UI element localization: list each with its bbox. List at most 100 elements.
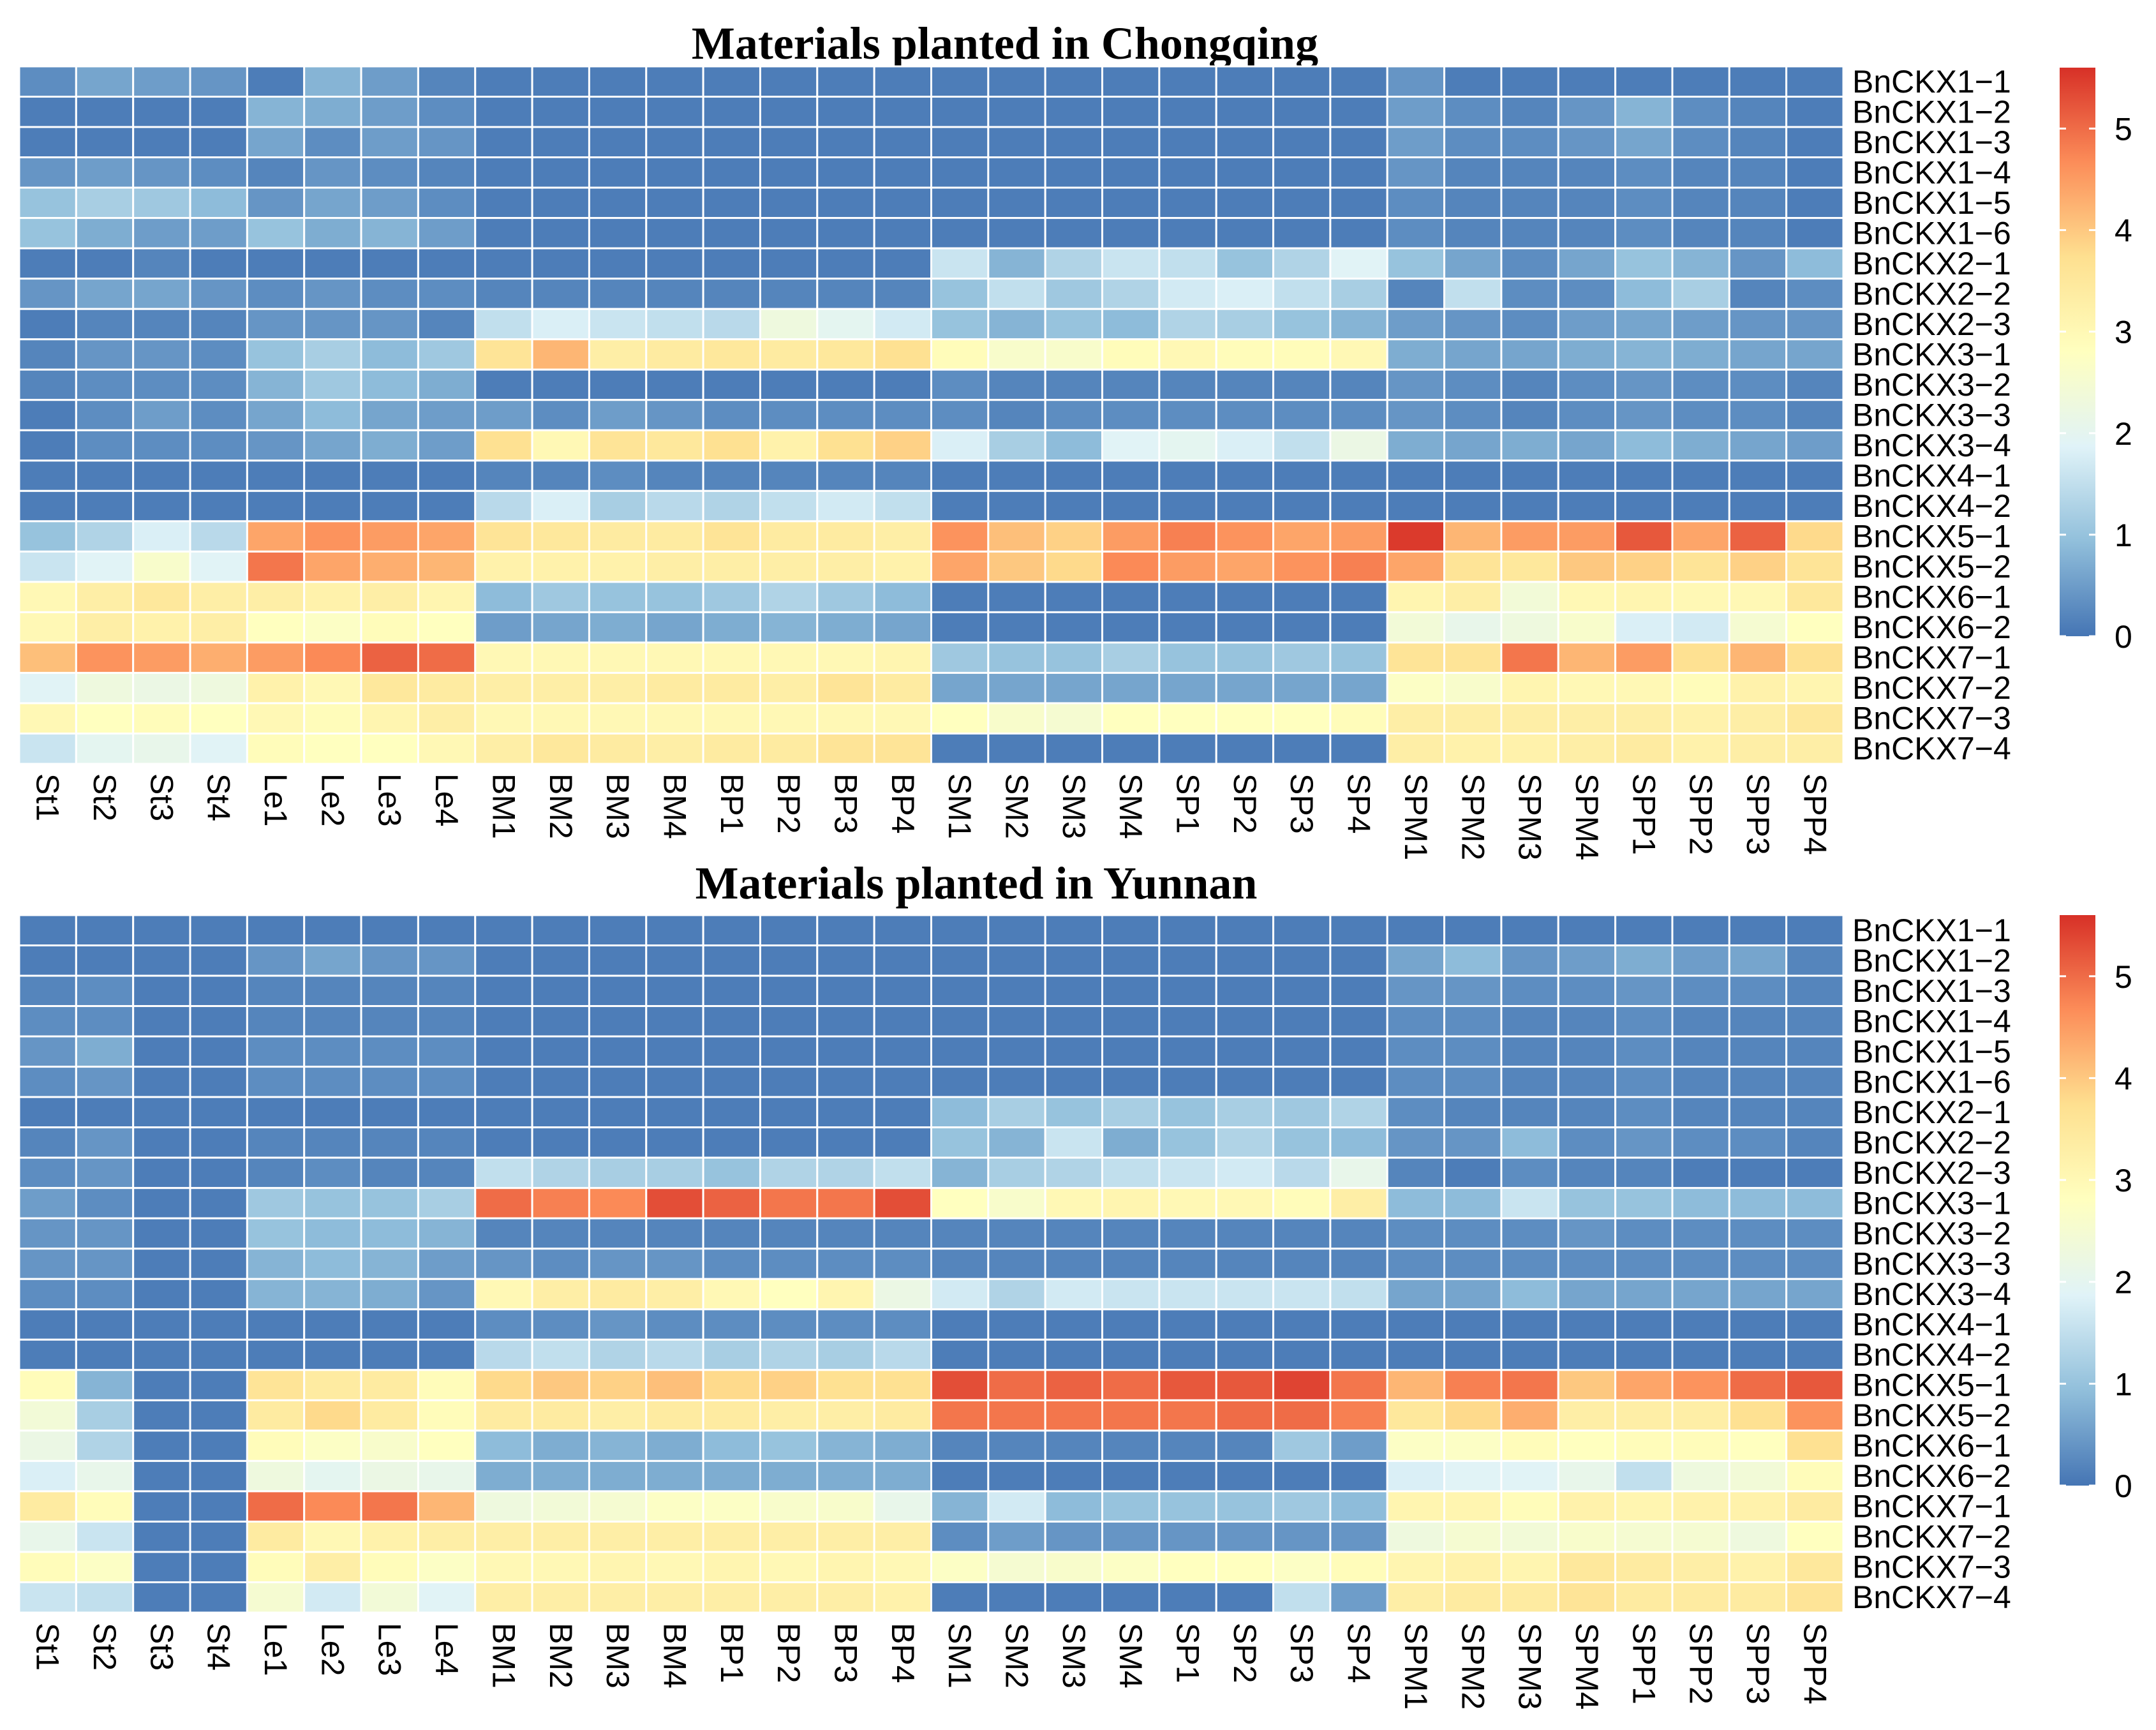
row-label: BnCKX7−1	[1852, 1489, 2011, 1525]
heatmap-cell	[360, 641, 419, 674]
heatmap-cell	[588, 65, 648, 98]
heatmap-cell	[1785, 1490, 1845, 1523]
heatmap-cell	[873, 1399, 932, 1432]
heatmap-cell	[588, 550, 648, 583]
heatmap-cell	[702, 217, 761, 250]
heatmap-cell	[1557, 1551, 1617, 1583]
heatmap-cell	[417, 1217, 477, 1250]
heatmap-cell	[702, 1096, 761, 1129]
legend-tick-label: 1	[2115, 518, 2132, 553]
heatmap-cell	[588, 641, 648, 674]
heatmap-cell	[816, 1308, 875, 1341]
heatmap-cell	[1044, 278, 1104, 310]
heatmap-cell	[1272, 702, 1332, 735]
heatmap-cell	[1215, 1369, 1275, 1401]
heatmap-cell	[474, 1338, 533, 1371]
heatmap-cell	[702, 1156, 761, 1189]
heatmap-cell	[1272, 914, 1332, 947]
heatmap-cell	[246, 1156, 306, 1189]
heatmap-cell	[1329, 429, 1388, 462]
heatmap-cell	[1158, 247, 1217, 280]
heatmap-cell	[1158, 1338, 1217, 1371]
heatmap-cell	[1044, 96, 1104, 128]
heatmap-cell	[1101, 1369, 1161, 1401]
heatmap-cell	[1158, 550, 1217, 583]
heatmap-cell	[303, 368, 362, 401]
heatmap-cell	[1728, 732, 1788, 765]
heatmap-cell	[1272, 1308, 1332, 1341]
heatmap-cell	[645, 1278, 704, 1311]
heatmap-cell	[1671, 489, 1730, 523]
heatmap-cell	[1386, 671, 1446, 705]
heatmap-cell	[1728, 641, 1788, 674]
heatmap-cell	[531, 732, 590, 765]
heatmap-cell	[246, 520, 306, 553]
heatmap-cell	[1386, 1005, 1446, 1038]
heatmap-cell	[987, 96, 1046, 128]
heatmap-cell	[1728, 186, 1788, 220]
heatmap-cell	[702, 489, 761, 523]
heatmap-cell	[189, 1338, 248, 1371]
heatmap-cell	[987, 489, 1046, 523]
legend-tick-label: 5	[2115, 111, 2132, 147]
column-label: BP2	[771, 773, 807, 834]
heatmap-cells	[18, 65, 1845, 765]
heatmap-cell	[816, 1581, 875, 1614]
heatmap-cell	[1044, 429, 1104, 462]
heatmap-cell	[873, 1187, 932, 1219]
heatmap-cell	[759, 1248, 819, 1280]
heatmap-cell	[132, 308, 191, 341]
heatmap-cell	[132, 1035, 191, 1068]
chart-title: Materials planted in Yunnan	[695, 858, 1258, 909]
heatmap-cell	[1557, 278, 1617, 310]
heatmap-cell	[246, 1459, 306, 1493]
heatmap-cell	[1443, 1217, 1503, 1250]
heatmap-cell	[645, 1005, 704, 1038]
heatmap-cell	[1158, 1308, 1217, 1341]
heatmap-cell	[360, 1096, 419, 1129]
heatmap-cell	[1044, 247, 1104, 280]
heatmap-cell	[816, 1217, 875, 1250]
heatmap-cell	[1614, 1490, 1674, 1523]
heatmap-cell	[930, 671, 990, 705]
heatmap-cell	[303, 186, 362, 220]
heatmap-cell	[1215, 459, 1275, 492]
heatmap-cell	[1557, 1096, 1617, 1129]
heatmap-cell	[1101, 1399, 1161, 1432]
heatmap-cell	[474, 611, 533, 644]
heatmap-cell	[1443, 581, 1503, 613]
heatmap-cell	[189, 1126, 248, 1159]
heatmap-cell	[1557, 308, 1617, 341]
heatmap-cell	[75, 1399, 135, 1432]
heatmap-cell	[1101, 1005, 1161, 1038]
heatmap-cell	[132, 1278, 191, 1311]
heatmap-cell	[1614, 217, 1674, 250]
heatmap-cell	[1500, 217, 1559, 250]
heatmap-cell	[1500, 368, 1559, 401]
heatmap-cell	[417, 1490, 477, 1523]
heatmap-cell	[1728, 1308, 1788, 1341]
heatmap-cell	[360, 1551, 419, 1583]
heatmap-cell	[303, 1308, 362, 1341]
heatmap-cell	[1557, 1490, 1617, 1523]
heatmap-cell	[645, 1459, 704, 1493]
heatmap-cell	[1614, 1035, 1674, 1068]
heatmap-cell	[1500, 1308, 1559, 1341]
row-label: BnCKX3−4	[1852, 428, 2011, 463]
heatmap-cell	[1728, 459, 1788, 492]
heatmap-cell	[132, 96, 191, 128]
heatmap-cell	[417, 1399, 477, 1432]
heatmap-cell	[75, 581, 135, 613]
heatmap-cell	[816, 1248, 875, 1280]
heatmap-cell	[1785, 96, 1845, 128]
heatmap-cell	[75, 1156, 135, 1189]
heatmap-cell	[759, 914, 819, 947]
heatmap-cell	[1272, 1005, 1332, 1038]
heatmap-cell	[645, 96, 704, 128]
row-label: BnCKX2−1	[1852, 246, 2011, 281]
heatmap-cell	[1329, 944, 1388, 977]
heatmap-cell	[1443, 1187, 1503, 1219]
heatmap-cell	[588, 974, 648, 1008]
heatmap-cell	[75, 65, 135, 98]
heatmap-cell	[1557, 126, 1617, 159]
